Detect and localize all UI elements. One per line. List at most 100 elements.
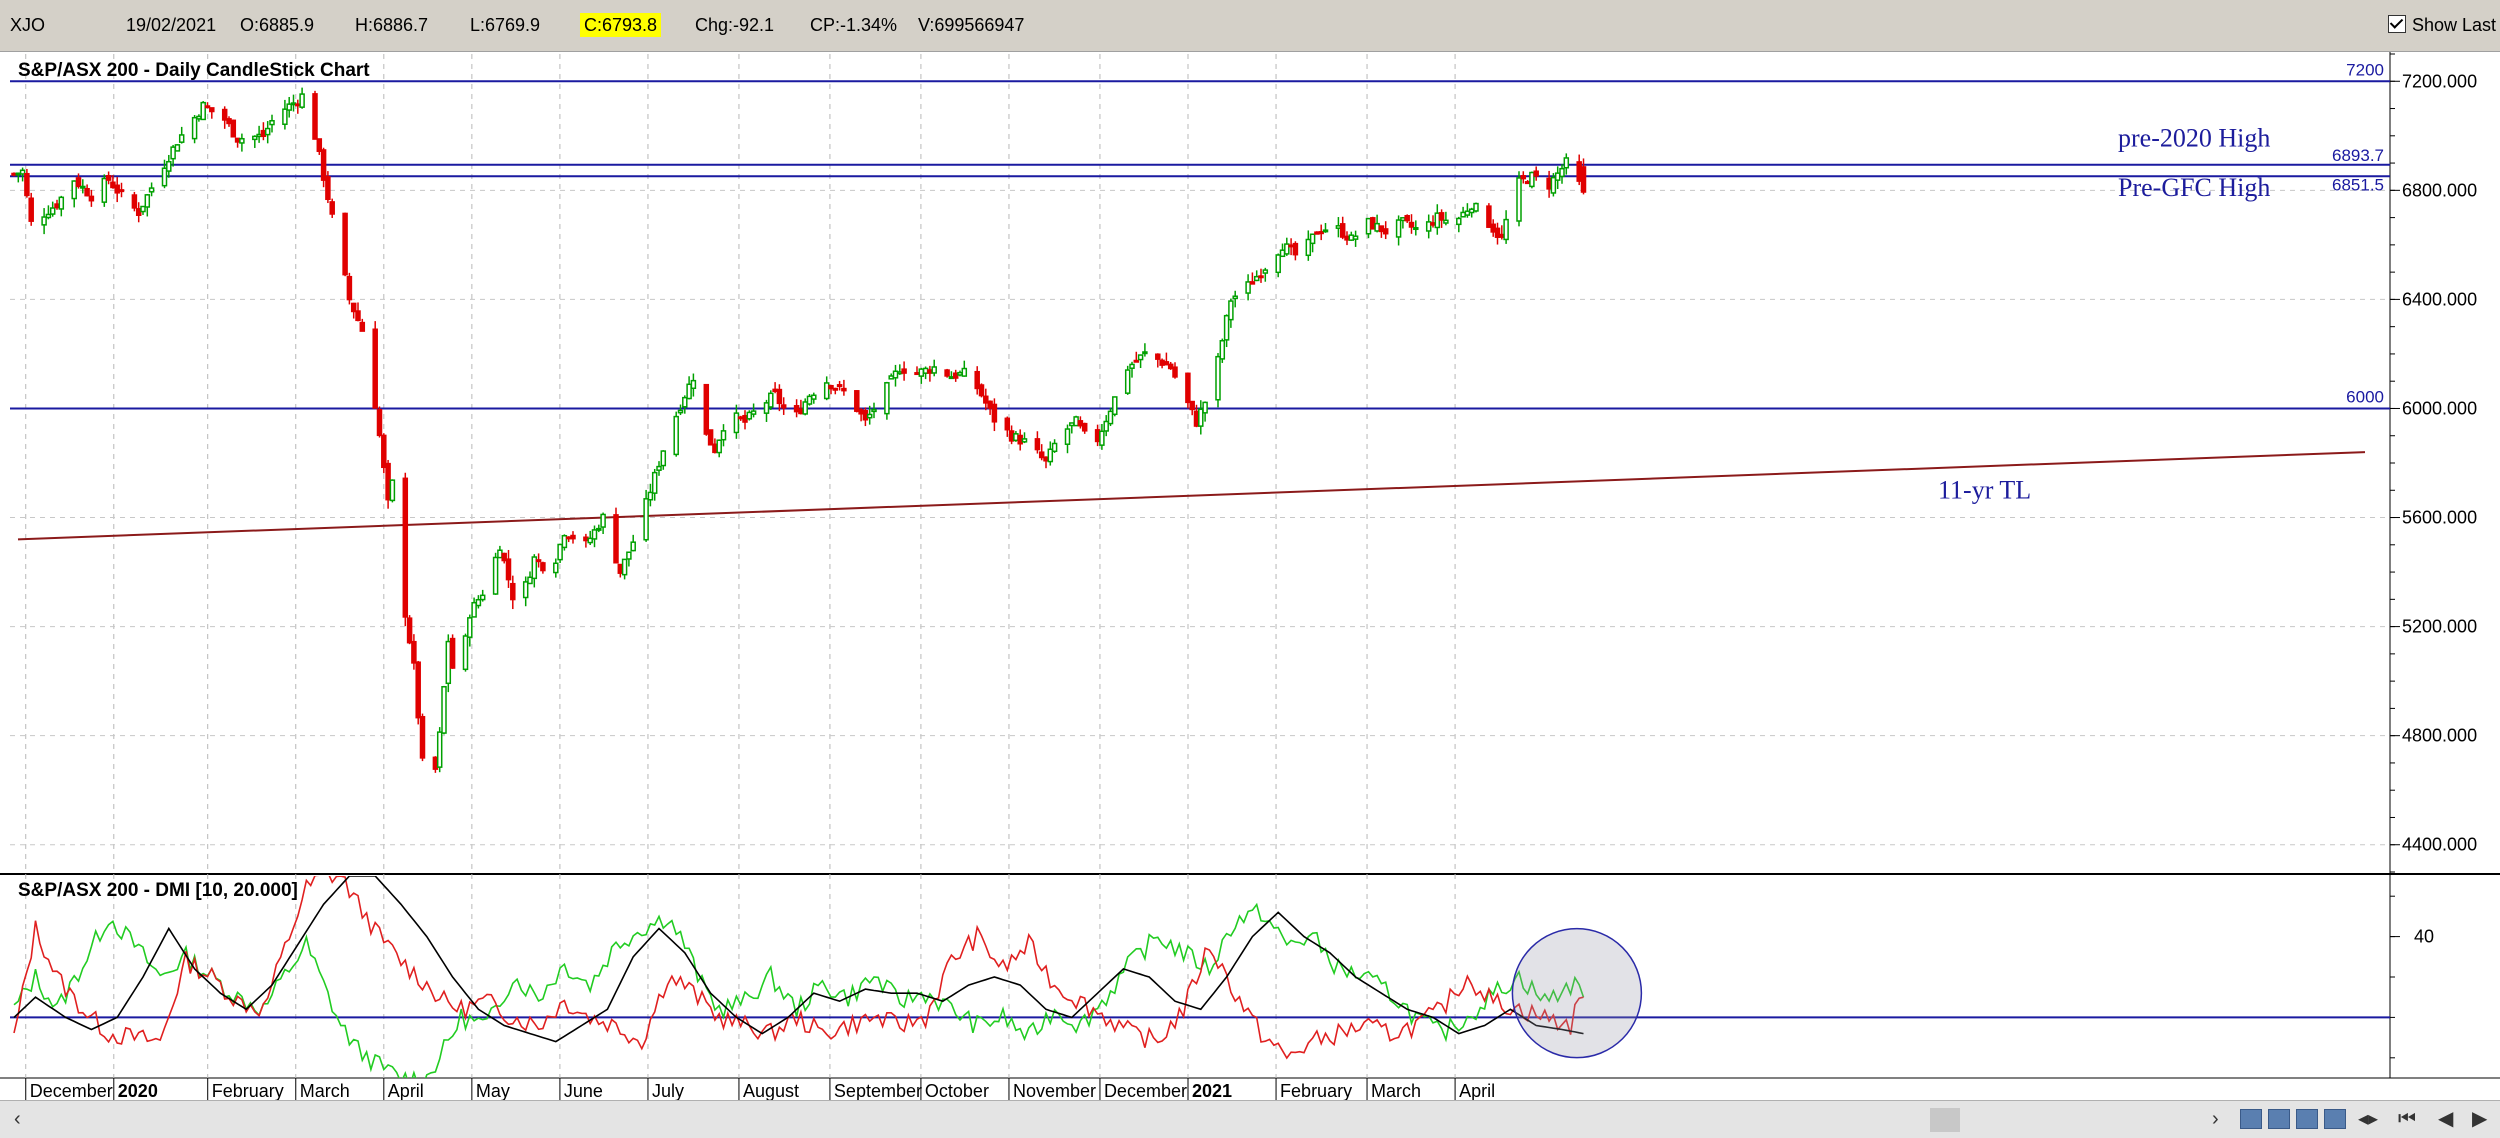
candle-body [1066,429,1070,444]
horizontal-line-label: 6851.5 [2332,175,2384,194]
candle-body [137,209,141,215]
chart-svg[interactable]: December 2020 February March April May June Jul… [0,0,2500,1100]
candle-body [468,618,472,637]
candle-body [1530,173,1534,187]
candle-body [433,757,437,769]
candle-body [1259,276,1263,278]
candle-body [562,536,566,548]
candle-body [1113,397,1117,414]
first-bar-icon[interactable]: ⏮ [2398,1107,2416,1131]
candle-body [111,182,115,187]
candle-body [687,384,691,398]
candle-body [1367,219,1371,234]
scroll-left-icon[interactable]: ‹ [14,1107,21,1131]
candle-body [330,202,334,214]
highlight-circle [1512,929,1641,1058]
candle-body [171,147,175,159]
candle-body [1345,236,1349,239]
candle-body [180,135,184,142]
candle-body [476,600,480,606]
scroll-right-icon[interactable]: › [2212,1107,2219,1131]
x-tick-label: October [925,1081,989,1100]
candle-body [889,376,893,379]
candle-body [1104,422,1108,431]
x-tick-label: February [1280,1081,1352,1100]
x-tick-label: September [834,1081,922,1100]
candle-body [201,103,205,120]
candle-body [1405,216,1409,221]
annotation-pre-gfc-high: Pre-GFC High [2118,173,2270,202]
candle-body [567,537,571,539]
candle-body [1139,355,1143,360]
zoom-fit-icon[interactable] [2296,1109,2318,1129]
candle-body [1160,360,1164,365]
candle-body [25,174,29,196]
candle-body [408,618,412,643]
zoom-out-icon[interactable] [2268,1109,2290,1129]
candle-body [885,383,889,414]
pan-right-icon[interactable]: ▶ [2472,1107,2487,1131]
candle-body [283,109,287,124]
candle-body [197,116,201,118]
candle-body [683,398,687,407]
pan-left-icon[interactable]: ◀ [2438,1107,2453,1131]
candle-body [1229,301,1233,320]
candle-body [296,104,300,106]
x-tick-label: April [388,1081,424,1100]
candle-body [132,195,136,208]
candle-body [1083,424,1087,431]
candle-body [1440,213,1444,220]
candle-body [597,529,601,531]
candle-body [1349,235,1353,240]
candle-body [55,204,59,208]
zoom-in-icon[interactable] [2240,1109,2262,1129]
candle-body [679,410,683,412]
candle-body [270,121,274,125]
candle-body [403,478,407,617]
chart-background [0,52,2500,1100]
candle-body [962,369,966,377]
candle-body [240,139,244,143]
candle-body [210,108,214,112]
candle-body [360,323,364,332]
candle-body [352,303,356,311]
candle-body [77,178,81,186]
candle-body [915,373,919,375]
candle-body [1410,223,1414,227]
candle-body [343,213,347,274]
candle-body [102,179,106,203]
candle-body [313,94,317,139]
scroll-thumb[interactable] [1930,1108,1960,1132]
zoom-reset-icon[interactable] [2324,1109,2346,1129]
horizontal-scrollbar[interactable]: ‹ › ◂▸ ⏮ ◀ ▶ [0,1100,2500,1138]
candle-body [236,138,240,142]
candle-body [833,389,837,391]
candle-body [593,530,597,539]
candle-body [691,381,695,389]
candle-body [799,409,803,413]
candle-body [524,582,528,598]
candle-body [1491,224,1495,232]
candle-body [984,396,988,403]
candle-body [1556,173,1560,180]
candle-body [713,444,717,452]
candle-body [1134,361,1138,363]
candle-body [373,329,377,408]
candle-body [537,560,541,562]
candle-body [803,402,807,414]
candle-body [175,145,179,151]
candle-body [644,499,648,540]
x-tick-label: November [1013,1081,1096,1100]
pan-both-icon[interactable]: ◂▸ [2358,1107,2378,1131]
candle-body [1487,206,1491,227]
candle-body [347,277,351,300]
candle-body [1156,354,1160,359]
candle-body [773,389,777,391]
candle-body [145,195,149,207]
candle-body [1010,431,1014,441]
candle-body [532,557,536,578]
candle-body [855,391,859,411]
candle-body [1195,411,1199,426]
candle-body [253,136,257,139]
